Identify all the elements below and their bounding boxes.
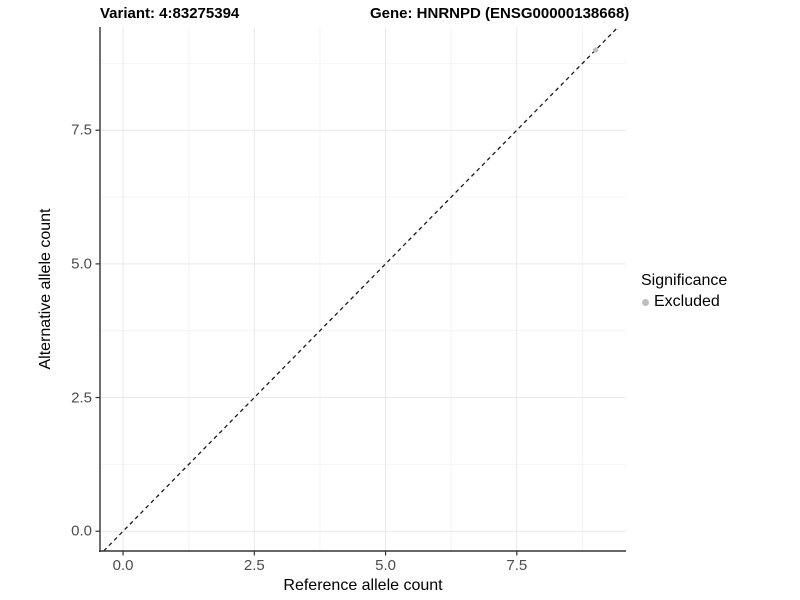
y-tick-label: 5.0 [71, 255, 92, 273]
legend-item-label: Excluded [654, 293, 720, 310]
legend-item-excluded: Excluded [641, 293, 727, 311]
data-point-excluded [592, 47, 599, 53]
y-tick-label: 2.5 [71, 389, 92, 407]
legend-title: Significance [641, 272, 728, 289]
x-tick-label: 2.5 [243, 557, 265, 574]
legend: Significance Excluded [641, 272, 727, 311]
x-tick-label: 5.0 [375, 557, 396, 574]
y-axis-title: Alternative allele count [37, 208, 54, 370]
plot-title-gene: Gene: HNRNPD (ENSG00000138668) [370, 5, 630, 22]
y-tick-label: 7.5 [71, 121, 92, 139]
plot-title-variant: Variant: 4:83275394 [100, 5, 240, 22]
identity-line [103, 26, 619, 552]
x-tick-label: 7.5 [506, 557, 528, 574]
excluded-point-icon [642, 298, 649, 306]
y-tick-label: 0.0 [71, 522, 92, 540]
x-tick-label: 0.0 [112, 557, 134, 574]
x-axis-title: Reference allele count [283, 577, 443, 594]
